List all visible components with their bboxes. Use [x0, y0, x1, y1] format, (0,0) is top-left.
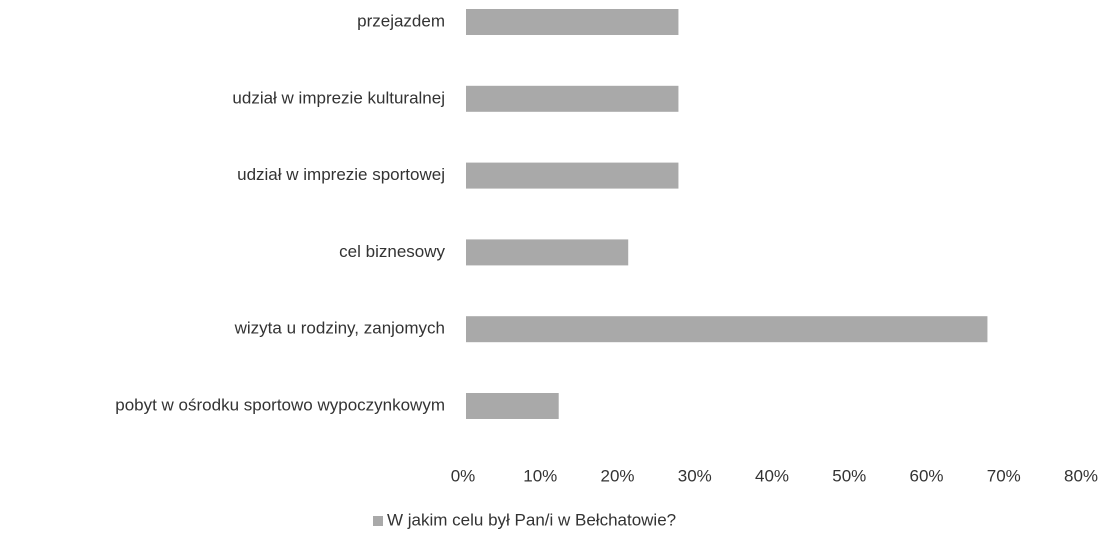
- y-tick-label: udział w imprezie kulturalnej: [232, 88, 445, 107]
- y-tick-label: przejazdem: [357, 11, 445, 30]
- bar: [466, 316, 988, 343]
- bar: [466, 239, 629, 266]
- bar: [466, 85, 679, 112]
- x-tick-label: 70%: [987, 466, 1021, 485]
- x-tick-label: 50%: [832, 466, 866, 485]
- y-tick-label: wizyta u rodziny, zanjomych: [234, 319, 445, 338]
- x-tick-label: 80%: [1064, 466, 1098, 485]
- x-tick-label: 30%: [678, 466, 712, 485]
- legend-marker: [373, 516, 383, 526]
- bar: [466, 9, 679, 35]
- bar: [466, 393, 559, 419]
- x-tick-label: 20%: [600, 466, 634, 485]
- x-tick-label: 60%: [909, 466, 943, 485]
- x-tick-label: 0%: [451, 466, 476, 485]
- bar: [466, 162, 679, 189]
- legend-label: W jakim celu był Pan/i w Bełchatowie?: [387, 510, 676, 529]
- y-tick-label: cel biznesowy: [339, 242, 445, 261]
- x-tick-label: 10%: [523, 466, 557, 485]
- x-tick-label: 40%: [755, 466, 789, 485]
- y-tick-label: pobyt w ośrodku sportowo wypoczynkowym: [115, 395, 445, 414]
- y-tick-label: udział w imprezie sportowej: [237, 165, 445, 184]
